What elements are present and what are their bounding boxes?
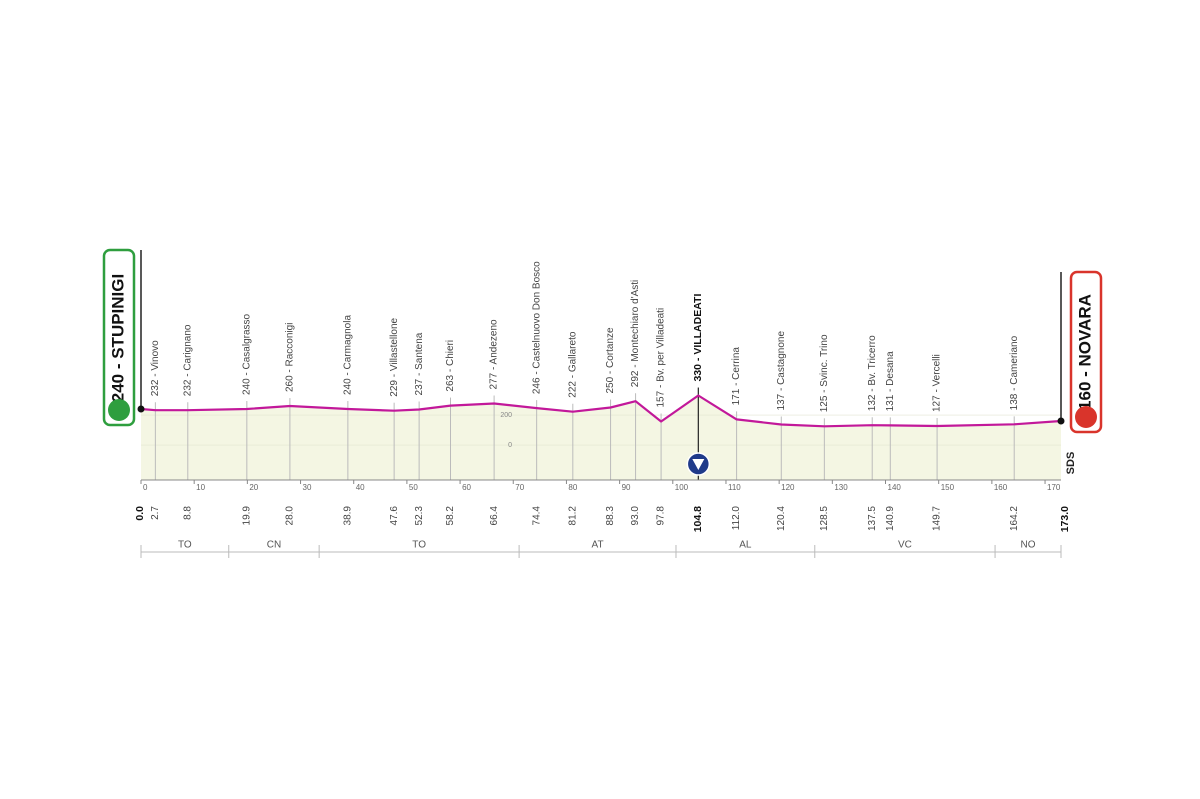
x-tick-label: 150: [941, 483, 955, 492]
km-label: 52.3: [414, 506, 425, 526]
km-label: 173.0: [1059, 506, 1071, 532]
waypoint-label: 138 - Cameriano: [1009, 335, 1020, 410]
start-box: [102, 248, 136, 427]
region-label: CN: [267, 540, 281, 551]
flag-icon: [108, 399, 130, 421]
x-tick-label: 0: [143, 483, 148, 492]
logo: SDS: [1065, 452, 1077, 475]
sprint-arrow: [692, 459, 705, 470]
km-label: 140.9: [885, 506, 896, 531]
x-tick-label: 170: [1047, 483, 1061, 492]
km-label: 58.2: [445, 506, 456, 526]
km-label: 2.7: [150, 506, 161, 520]
km-label: 38.9: [343, 506, 354, 526]
km-label: 47.6: [389, 506, 400, 526]
km-label: 149.7: [932, 506, 943, 531]
x-tick-label: 70: [515, 483, 524, 492]
km-label: 0.0: [134, 506, 146, 521]
x-tick-label: 100: [675, 483, 689, 492]
km-label: 93.0: [630, 506, 641, 526]
x-tick-label: 30: [303, 483, 312, 492]
x-tick-label: 80: [568, 483, 577, 492]
waypoint-label: 246 - Castelnuovo Don Bosco: [531, 261, 542, 394]
km-label: 8.8: [182, 506, 193, 520]
x-tick-label: 60: [462, 483, 471, 492]
start-label: 240 - STUPINIGI: [108, 274, 127, 402]
waypoint-label: 127 - Vercelli: [932, 354, 943, 412]
waypoint-label: 131 - Desana: [885, 351, 896, 411]
km-label: 66.4: [489, 506, 500, 526]
waypoint-label: 237 - Santena: [414, 332, 425, 395]
waypoint-label: 137 - Castagnone: [776, 331, 787, 411]
x-tick-label: 40: [356, 483, 365, 492]
flag-icon: [1075, 406, 1097, 428]
km-label: 164.2: [1009, 506, 1020, 531]
finish-label: 160 - NOVARA: [1075, 294, 1094, 410]
waypoint-label: 240 - Carmagnola: [343, 315, 354, 395]
waypoint-label: 277 - Andezeno: [489, 319, 500, 389]
endpoint: [137, 405, 145, 413]
region-label: AT: [592, 540, 604, 551]
x-tick-label: 140: [888, 483, 902, 492]
region-label: NO: [1021, 540, 1036, 551]
region-label: TO: [178, 540, 192, 551]
km-label: 28.0: [285, 506, 296, 526]
x-tick-label: 50: [409, 483, 418, 492]
y-tick-label: 0: [508, 442, 512, 449]
waypoint-label: 240 - Casalgrasso: [241, 313, 252, 395]
profile-line: [140, 394, 1062, 428]
profile-fill: [141, 395, 1061, 480]
km-label: 19.9: [241, 506, 252, 526]
km-label: 88.3: [605, 506, 616, 526]
region-label: VC: [898, 540, 912, 551]
waypoint-label: 171 - Cerrina: [731, 347, 742, 406]
y-tick-label: 200: [500, 412, 512, 419]
endpoint: [1057, 417, 1065, 425]
x-tick-label: 10: [196, 483, 205, 492]
km-label: 137.5: [867, 506, 878, 531]
waypoint-label: 260 - Racconigi: [285, 323, 296, 392]
waypoint-label: 263 - Chieri: [445, 340, 456, 392]
x-tick-label: 110: [728, 483, 741, 492]
waypoint-label: 157 - Bv. per Villadeati: [656, 308, 667, 408]
finish-box: [1069, 270, 1103, 434]
waypoint-label: 229 - Villastellone: [389, 317, 400, 396]
x-tick-label: 130: [834, 483, 848, 492]
waypoint-label: 292 - Montechiaro d'Asti: [630, 280, 641, 388]
waypoint-label: 232 - Carignano: [182, 324, 193, 396]
region-label: AL: [739, 540, 752, 551]
waypoint-label: 330 - VILLADEATI: [692, 294, 704, 382]
waypoint-label: 125 - Svinc. Trino: [819, 334, 830, 412]
waypoint-label: 132 - Bv. Tricerro: [867, 335, 878, 411]
waypoint-label: 232 - Vinovo: [150, 340, 161, 396]
km-label: 104.8: [692, 506, 704, 532]
x-tick-label: 20: [249, 483, 258, 492]
km-label: 74.4: [531, 506, 542, 526]
km-label: 81.2: [567, 506, 578, 526]
x-tick-label: 160: [994, 483, 1008, 492]
waypoint-label: 250 - Cortanze: [605, 327, 616, 394]
region-label: TO: [412, 540, 426, 551]
x-tick-label: 120: [781, 483, 795, 492]
waypoint-label: 222 - Gallareto: [567, 331, 578, 398]
km-label: 120.4: [776, 506, 787, 531]
km-label: 97.8: [656, 506, 667, 526]
km-label: 112.0: [731, 506, 742, 531]
km-label: 128.5: [819, 506, 830, 531]
x-tick-label: 90: [622, 483, 631, 492]
